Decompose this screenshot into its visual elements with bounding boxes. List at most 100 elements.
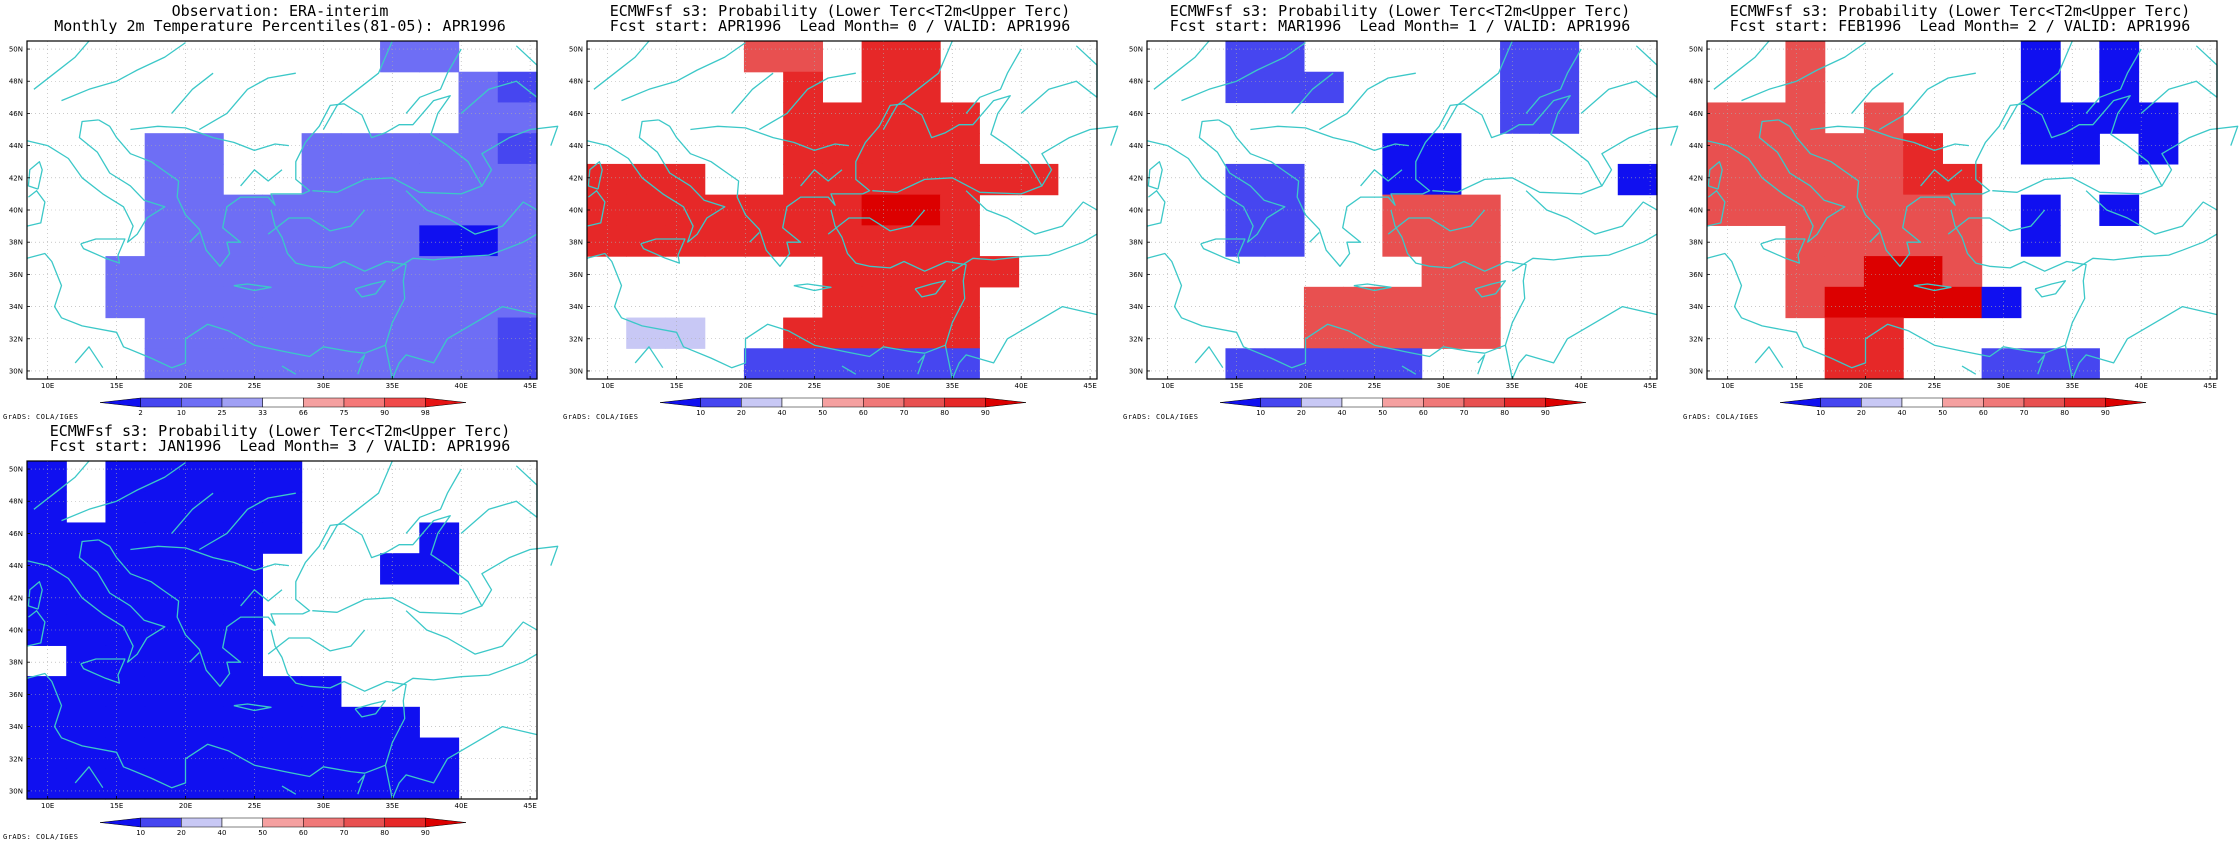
grid-cell [262,491,303,524]
lon-tick-label: 30E [317,802,330,810]
colorbar-segment [1779,397,1821,408]
coastline [1041,125,1119,187]
grid-cell [1264,225,1305,257]
coastline [27,581,43,610]
panel-title-line2: Monthly 2m Temperature Percentiles(81-05… [54,17,506,35]
grid-cell [783,102,823,134]
coastline [1754,346,1784,369]
grid-cell [940,286,980,319]
lon-tick-label: 45E [1083,382,1096,390]
lon-tick-label: 15E [110,382,123,390]
grid-cell [1863,256,1904,288]
grid-cells [27,461,460,800]
lat-tick-label: 36N [9,691,23,699]
lat-tick-label: 42N [1689,174,1703,182]
grid-cell [223,737,263,769]
grid-cell [183,256,224,288]
colorbar: 10 20 40 50 60 70 80 90 [99,817,467,837]
coastline [1920,169,1963,187]
coastline [1250,125,1409,152]
grid-cell [1707,102,1747,134]
grid-cell [1343,348,1383,380]
coastline [1146,190,1166,227]
grid-cell [27,614,67,646]
coastline [384,725,538,800]
colorbar-label: 66 [299,409,308,417]
grid-cell [105,676,146,708]
grid-cell [900,317,941,349]
coastline [405,48,462,114]
grid-cell [1421,133,1462,165]
coastline [281,785,297,795]
coastline [130,545,289,572]
coastlines [26,460,559,800]
grid-cell [223,676,263,708]
lon-tick-label: 15E [1230,382,1243,390]
coastline [1706,119,1846,243]
grid-cell [66,553,107,585]
graticule [587,41,1097,379]
coastline [1020,45,1098,114]
grid-cell [1382,194,1423,226]
lat-tick-label: 36N [1129,271,1143,279]
grid-cell [1382,225,1423,257]
grid-cell [183,133,224,165]
colorbar-label: 80 [2060,409,2069,417]
grid-cell [979,256,1020,288]
grid-cell [1942,225,1983,257]
coastline [793,283,832,292]
lon-tick-label: 10E [41,382,54,390]
colorbar-segment [343,817,385,828]
colorbar-segment [1219,397,1261,408]
lat-tick-label: 34N [569,303,583,311]
grid-cell [183,737,224,769]
lat-tick-label: 50N [1129,46,1143,54]
coastline [731,72,774,114]
lat-tick-label: 40N [1129,207,1143,215]
colorbar-segment [1301,397,1343,408]
grid-cell [183,348,224,380]
grid-cell [223,461,263,493]
coastline [481,545,559,607]
colorbar-label: 90 [2101,409,2110,417]
colorbar-label: 70 [900,409,909,417]
coastlines [1706,40,2239,380]
grid-cell [1707,194,1747,226]
coastline [460,45,538,114]
grid-cell [419,737,460,769]
grid-cell [223,553,263,585]
grads-credit: GrADS: COLA/IGES [3,413,79,421]
grid-cell [1539,71,1580,104]
grid-cell [66,706,107,739]
lat-tick-label: 46N [9,110,23,118]
lat-tick-label: 50N [1689,46,1703,54]
lon-tick-label: 40E [1015,382,1028,390]
lat-tick-label: 30N [1129,367,1143,375]
colorbar-segment [303,397,345,408]
grid-cell [458,348,499,380]
panel-lead-month-3: ECMWFsf s3: Probability (Lower Terc<T2m<… [0,420,560,841]
coastline [391,233,538,272]
grid-cell [1824,225,1865,257]
coastline [130,125,289,152]
grid-cell [822,286,863,319]
colorbar-segment [2064,397,2106,408]
grid-cell [1500,41,1540,73]
grid-cell [223,256,263,288]
grid-cell [419,553,460,585]
colorbar-segment [700,397,742,408]
grid-cell [380,286,420,319]
grid-cell [1824,256,1865,288]
grid-cell [1421,163,1462,196]
grid-cell [301,163,342,196]
colorbar-segment [181,397,223,408]
lat-tick-label: 32N [9,755,23,763]
lat-tick-label: 48N [9,498,23,506]
grid-cell [66,768,107,800]
coastline [189,652,200,663]
grid-cell [27,706,67,739]
colorbar-label: 80 [940,409,949,417]
lon-tick-label: 15E [110,802,123,810]
coastline [98,515,483,687]
grid-cell [380,768,420,800]
